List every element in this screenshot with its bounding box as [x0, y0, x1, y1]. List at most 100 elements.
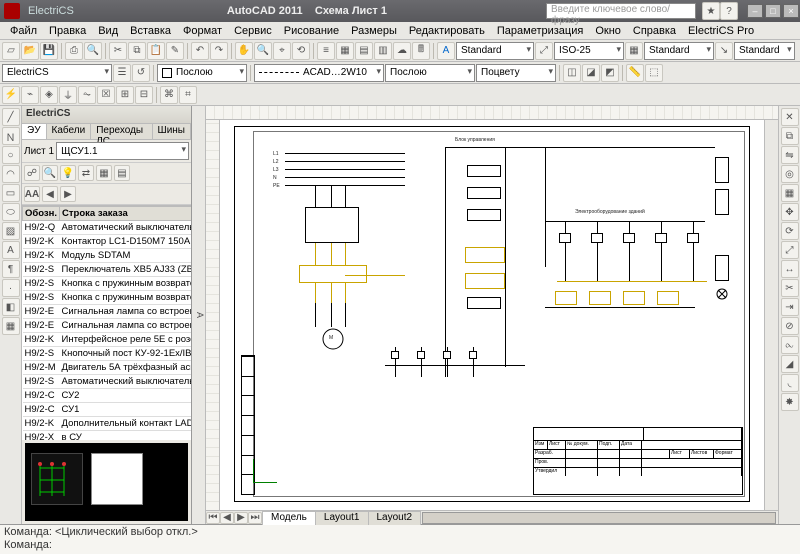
copy2-icon[interactable]: ⧉: [781, 127, 799, 145]
rect-icon[interactable]: ▭: [2, 184, 20, 202]
layer-prop-icon[interactable]: ☰: [113, 64, 131, 82]
infocenter-icon[interactable]: ★: [702, 2, 720, 20]
ecs-8-icon[interactable]: ⊟: [135, 86, 153, 104]
chamfer-icon[interactable]: ◢: [781, 355, 799, 373]
properties-icon[interactable]: ≡: [317, 42, 335, 60]
sp-col-desig[interactable]: Обозн.: [23, 207, 60, 221]
color-combo[interactable]: Послою: [157, 64, 247, 82]
table-row[interactable]: Н9/2-EСигнальная лампа со встроенным c: [23, 319, 192, 333]
ecs-9-icon[interactable]: ⌘: [160, 86, 178, 104]
sheet-set-icon[interactable]: ▥: [374, 42, 392, 60]
help-search-input[interactable]: Введите ключевое слово/фразу: [546, 3, 696, 19]
sp-prev-icon[interactable]: ◀: [42, 186, 58, 202]
dimstyle-btn[interactable]: ⤢: [535, 42, 553, 60]
undo-icon[interactable]: ↶: [191, 42, 209, 60]
ecs-4-icon[interactable]: ⏚: [59, 86, 77, 104]
menu-help[interactable]: Справка: [627, 25, 682, 37]
menu-window[interactable]: Окно: [589, 25, 627, 37]
ecs-1-icon[interactable]: ⚡: [2, 86, 20, 104]
tab-layout1[interactable]: Layout1: [315, 511, 369, 525]
join-icon[interactable]: ⧜: [781, 336, 799, 354]
ecs-2-icon[interactable]: ⌁: [21, 86, 39, 104]
new-icon[interactable]: ▱: [2, 42, 20, 60]
mleader-btn[interactable]: ↘: [715, 42, 733, 60]
pline-icon[interactable]: Ｎ: [2, 127, 20, 145]
circle-icon[interactable]: ○: [2, 146, 20, 164]
ecs-3-icon[interactable]: ◈: [40, 86, 58, 104]
dimstyle-combo[interactable]: ISO-25: [554, 42, 624, 60]
offset-icon[interactable]: ◎: [781, 165, 799, 183]
extend-icon[interactable]: ⇥: [781, 298, 799, 316]
mleader-combo[interactable]: Standard: [734, 42, 795, 60]
tab-nav-next-icon[interactable]: ▶: [234, 512, 248, 524]
sp-sheet-combo[interactable]: ЩСУ1.1: [56, 142, 189, 160]
copy-icon[interactable]: ⧉: [128, 42, 146, 60]
sp-col-order[interactable]: Строка заказа: [60, 207, 191, 221]
zoom-win-icon[interactable]: ⌖: [273, 42, 291, 60]
sp-tab-eu[interactable]: ЭУ: [22, 124, 47, 139]
block-edit-icon[interactable]: ◩: [601, 64, 619, 82]
table-row[interactable]: Н9/2-Xв СУ: [23, 431, 192, 441]
command-area[interactable]: Команда: <Циклический выбор откл.> Коман…: [0, 524, 800, 554]
table-row[interactable]: Н9/2-KИнтерфейсное реле 5Е с розеткой R: [23, 333, 192, 347]
point-icon[interactable]: ·: [2, 279, 20, 297]
block-ins-icon[interactable]: ◫: [563, 64, 581, 82]
pan-icon[interactable]: ✋: [235, 42, 253, 60]
rotate-icon[interactable]: ⟳: [781, 222, 799, 240]
table-icon[interactable]: ▦: [2, 317, 20, 335]
plotstyle-combo[interactable]: Поцвету: [476, 64, 556, 82]
maximize-button[interactable]: □: [765, 4, 781, 18]
tablestyle-combo[interactable]: Standard: [644, 42, 714, 60]
ecs-7-icon[interactable]: ⊞: [116, 86, 134, 104]
arc-icon[interactable]: ◠: [2, 165, 20, 183]
table-row[interactable]: Н9/2-KДополнительный контакт LAD-8N11: [23, 417, 192, 431]
sp-panel-icon[interactable]: ▤: [114, 165, 130, 181]
table-row[interactable]: Н9/2-QАвтоматический выключатель NSX1: [23, 221, 192, 235]
redo-icon[interactable]: ↷: [210, 42, 228, 60]
ecs-5-icon[interactable]: ⏦: [78, 86, 96, 104]
move-icon[interactable]: ✥: [781, 203, 799, 221]
sp-preview-thumb-1[interactable]: [31, 453, 83, 505]
ecs-6-icon[interactable]: ☒: [97, 86, 115, 104]
sp-table[interactable]: Обозн. Строка заказа Н9/2-QАвтоматически…: [22, 205, 191, 440]
menu-tools[interactable]: Сервис: [228, 25, 278, 37]
menu-format[interactable]: Формат: [177, 25, 228, 37]
textstyle-combo[interactable]: Standard: [456, 42, 534, 60]
scrollbar-vertical[interactable]: [764, 120, 778, 510]
scrollbar-horizontal[interactable]: [422, 512, 776, 524]
sp-aa-icon[interactable]: AA: [24, 186, 40, 202]
table-row[interactable]: Н9/2-SКнопка с пружинным возвратом XB: [23, 277, 192, 291]
erase-icon[interactable]: ✕: [781, 108, 799, 126]
zoom-icon[interactable]: 🔍: [254, 42, 272, 60]
layer-prev-icon[interactable]: ↺: [132, 64, 150, 82]
close-button[interactable]: ×: [783, 4, 799, 18]
table-row[interactable]: Н9/2-CСУ1: [23, 403, 192, 417]
menu-param[interactable]: Параметризация: [491, 25, 589, 37]
fillet-icon[interactable]: ◟: [781, 374, 799, 392]
sp-preview-thumb-2[interactable]: [91, 453, 143, 505]
save-icon[interactable]: 💾: [40, 42, 58, 60]
sp-tab-cables[interactable]: Кабели: [47, 124, 92, 139]
ellipse-icon[interactable]: ⬭: [2, 203, 20, 221]
sp-light-icon[interactable]: 💡: [60, 165, 76, 181]
tab-nav-prev-icon[interactable]: ◀: [220, 512, 234, 524]
tab-model[interactable]: Модель: [262, 511, 316, 525]
menu-dim[interactable]: Размеры: [345, 25, 403, 37]
drawing-canvas[interactable]: ИзмЛист№ докум.Подп.Дата Разраб.ЛистЛист…: [220, 120, 778, 510]
measure-icon[interactable]: 📏: [626, 64, 644, 82]
select-icon[interactable]: ⬚: [645, 64, 663, 82]
menu-draw[interactable]: Рисование: [278, 25, 345, 37]
layer-combo[interactable]: ElectriCS: [2, 64, 112, 82]
table-row[interactable]: Н9/2-CСУ2: [23, 389, 192, 403]
table-row[interactable]: Н9/2-KМодуль SDTAM: [23, 249, 192, 263]
text-icon[interactable]: A: [2, 241, 20, 259]
table-row[interactable]: Н9/2-KКонтактор LC1-D150M7 150A напряж: [23, 235, 192, 249]
zoom-prev-icon[interactable]: ⟲: [292, 42, 310, 60]
cut-icon[interactable]: ✂: [109, 42, 127, 60]
tab-nav-last-icon[interactable]: ⏭: [248, 512, 262, 524]
region-icon[interactable]: ◧: [2, 298, 20, 316]
tablestyle-btn[interactable]: ▦: [625, 42, 643, 60]
calc-icon[interactable]: 🖩: [412, 42, 430, 60]
sp-conn-icon[interactable]: ⇄: [78, 165, 94, 181]
minimize-button[interactable]: –: [747, 4, 763, 18]
